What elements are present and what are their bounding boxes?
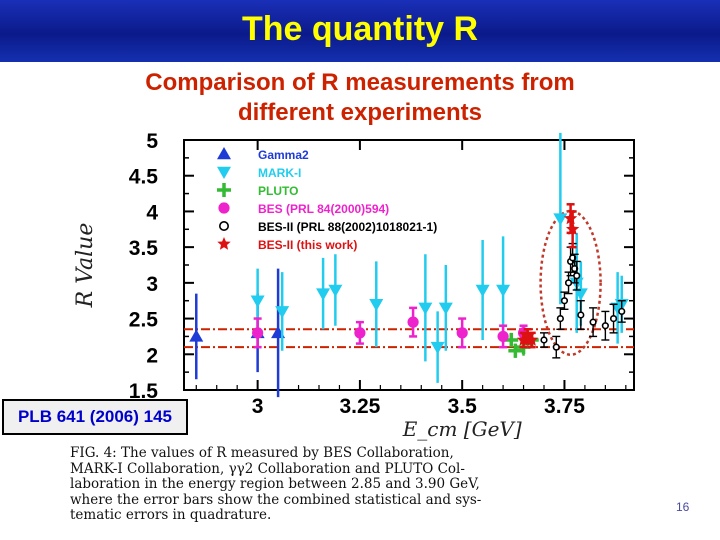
legend-marker bbox=[218, 202, 230, 214]
data-point bbox=[354, 327, 366, 339]
r-value-chart: 1.5 2 2.5 3 3.5 4 4.5 5 3 3.25 3.5 3.75 R Value E_cm … bbox=[73, 130, 635, 441]
legend-label: BES-II (PRL 88(2002)1018021-1) bbox=[258, 220, 437, 234]
title-bar: The quantity R bbox=[0, 0, 720, 62]
data-point bbox=[407, 316, 419, 328]
legend-marker bbox=[217, 147, 231, 160]
reference-box: PLB 641 (2006) 145 bbox=[2, 399, 188, 435]
data-point bbox=[556, 314, 564, 323]
data-point bbox=[252, 327, 264, 339]
slide-subtitle: Comparison of R measurements from differ… bbox=[60, 68, 660, 128]
y-tick-label: 4.5 bbox=[129, 166, 159, 189]
caption-line: where the error bars show the combined s… bbox=[70, 491, 482, 508]
legend-label: Gamma2 bbox=[258, 148, 309, 162]
data-point bbox=[250, 295, 265, 308]
x-tick-label: 3 bbox=[252, 395, 264, 418]
data-point bbox=[475, 284, 490, 297]
x-tick-label: 3.5 bbox=[448, 395, 478, 418]
y-tick-label: 1.5 bbox=[129, 380, 159, 403]
caption-line: FIG. 4: The values of R measured by BES … bbox=[70, 445, 454, 461]
data-point bbox=[589, 318, 597, 326]
x-tick-label: 3.75 bbox=[544, 395, 585, 418]
data-point bbox=[618, 307, 626, 316]
subtitle-line-2: different experiments bbox=[237, 99, 483, 126]
data-point bbox=[560, 297, 569, 305]
data-point bbox=[508, 343, 523, 358]
y-tick-label: 2.5 bbox=[129, 309, 159, 332]
highlight-ellipse bbox=[539, 209, 602, 356]
data-point bbox=[316, 288, 331, 301]
legend-marker bbox=[217, 183, 231, 197]
data-point bbox=[525, 333, 539, 346]
data-point bbox=[438, 302, 453, 315]
data-point bbox=[573, 288, 588, 301]
data-point bbox=[369, 299, 384, 312]
data-point bbox=[456, 327, 468, 339]
subtitle-line-1: Comparison of R measurements from bbox=[145, 69, 575, 96]
data-point bbox=[577, 311, 585, 319]
plot-frame bbox=[183, 139, 635, 391]
data-point bbox=[552, 343, 560, 351]
legend-label: BES-II (this work) bbox=[258, 238, 357, 252]
slide-title: The quantity R bbox=[241, 10, 479, 48]
data-point bbox=[275, 306, 290, 319]
caption-line: MARK-I Collaboration, γγ2 Collaboration … bbox=[70, 460, 465, 477]
data-point bbox=[540, 336, 548, 344]
y-tick-label: 5 bbox=[146, 130, 158, 153]
legend-marker bbox=[219, 221, 230, 232]
data-point bbox=[553, 213, 568, 226]
x-axis-label: E_cm [GeV] bbox=[402, 417, 522, 441]
legend-label: PLUTO bbox=[258, 184, 298, 198]
y-tick-label: 2 bbox=[146, 344, 158, 367]
y-tick-label: 3.5 bbox=[129, 237, 159, 260]
data-point bbox=[430, 341, 445, 355]
legend-label: MARK-I bbox=[258, 166, 301, 180]
data-point bbox=[566, 222, 580, 235]
data-point bbox=[496, 284, 511, 297]
data-point bbox=[189, 329, 204, 342]
legend-marker bbox=[217, 166, 231, 179]
data-point bbox=[564, 279, 573, 287]
x-tick-label: 3.25 bbox=[339, 395, 380, 418]
page-number: 16 bbox=[676, 500, 690, 514]
data-point bbox=[328, 284, 343, 297]
data-point bbox=[497, 330, 509, 343]
caption-line: tematic errors in quadrature. bbox=[70, 507, 272, 523]
legend-marker bbox=[217, 237, 231, 250]
data-point bbox=[609, 314, 618, 323]
data-point bbox=[418, 302, 433, 315]
data-point bbox=[601, 322, 609, 330]
y-axis-label: R Value bbox=[73, 223, 98, 309]
y-tick-label: 3 bbox=[146, 273, 158, 296]
caption-line: laboration in the energy region between … bbox=[70, 476, 480, 492]
legend-label: BES (PRL 84(2000)594) bbox=[258, 202, 389, 216]
data-point bbox=[573, 272, 581, 280]
figure-caption: FIG. 4: The values of R measured by BES … bbox=[70, 445, 670, 524]
y-tick-label: 4 bbox=[146, 201, 158, 224]
